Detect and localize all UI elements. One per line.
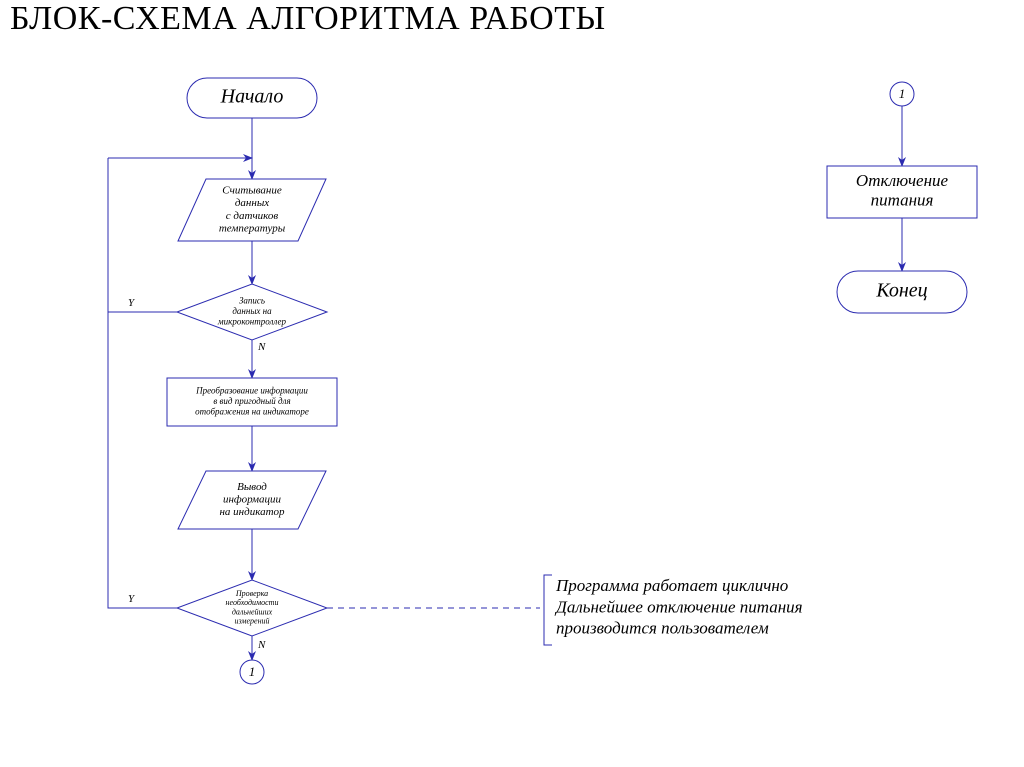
svg-text:питания: питания [871, 191, 934, 210]
svg-text:Дальнейшее отключение питания: Дальнейшее отключение питания [554, 597, 803, 616]
svg-text:N: N [257, 639, 266, 651]
svg-text:информации: информации [223, 494, 282, 506]
svg-text:Вывод: Вывод [237, 481, 267, 493]
svg-text:Отключение: Отключение [856, 171, 949, 190]
svg-text:необходимости: необходимости [226, 598, 279, 607]
svg-text:Программа работает циклично: Программа работает циклично [555, 576, 788, 595]
svg-text:Проверка: Проверка [235, 589, 268, 598]
svg-text:с датчиков: с датчиков [226, 210, 279, 222]
svg-text:данных на: данных на [232, 306, 272, 316]
svg-text:отображения на индикаторе: отображения на индикаторе [195, 406, 309, 416]
svg-text:Считывание: Считывание [222, 185, 282, 197]
svg-text:в вид пригодный для: в вид пригодный для [213, 396, 290, 406]
svg-text:данных: данных [235, 197, 269, 209]
svg-text:микроконтроллер: микроконтроллер [217, 316, 287, 326]
svg-text:Y: Y [128, 593, 136, 605]
svg-text:температуры: температуры [219, 223, 286, 235]
svg-text:Начало: Начало [220, 86, 284, 108]
svg-text:производится пользователем: производится пользователем [556, 619, 769, 638]
svg-text:1: 1 [249, 664, 256, 679]
flowchart-canvas: N Y N Y Начало Считываниеданныхс датчиковтемп… [0, 0, 1024, 767]
svg-text:Конец: Конец [875, 280, 927, 302]
svg-text:Y: Y [128, 297, 136, 309]
svg-text:1: 1 [899, 86, 906, 101]
svg-text:Запись: Запись [239, 296, 265, 306]
svg-text:на индикатор: на индикатор [219, 506, 285, 518]
svg-text:N: N [257, 341, 266, 353]
svg-text:Преобразование информации: Преобразование информации [195, 386, 308, 396]
svg-text:измерений: измерений [234, 617, 269, 626]
svg-text:дальнейших: дальнейших [232, 607, 273, 616]
